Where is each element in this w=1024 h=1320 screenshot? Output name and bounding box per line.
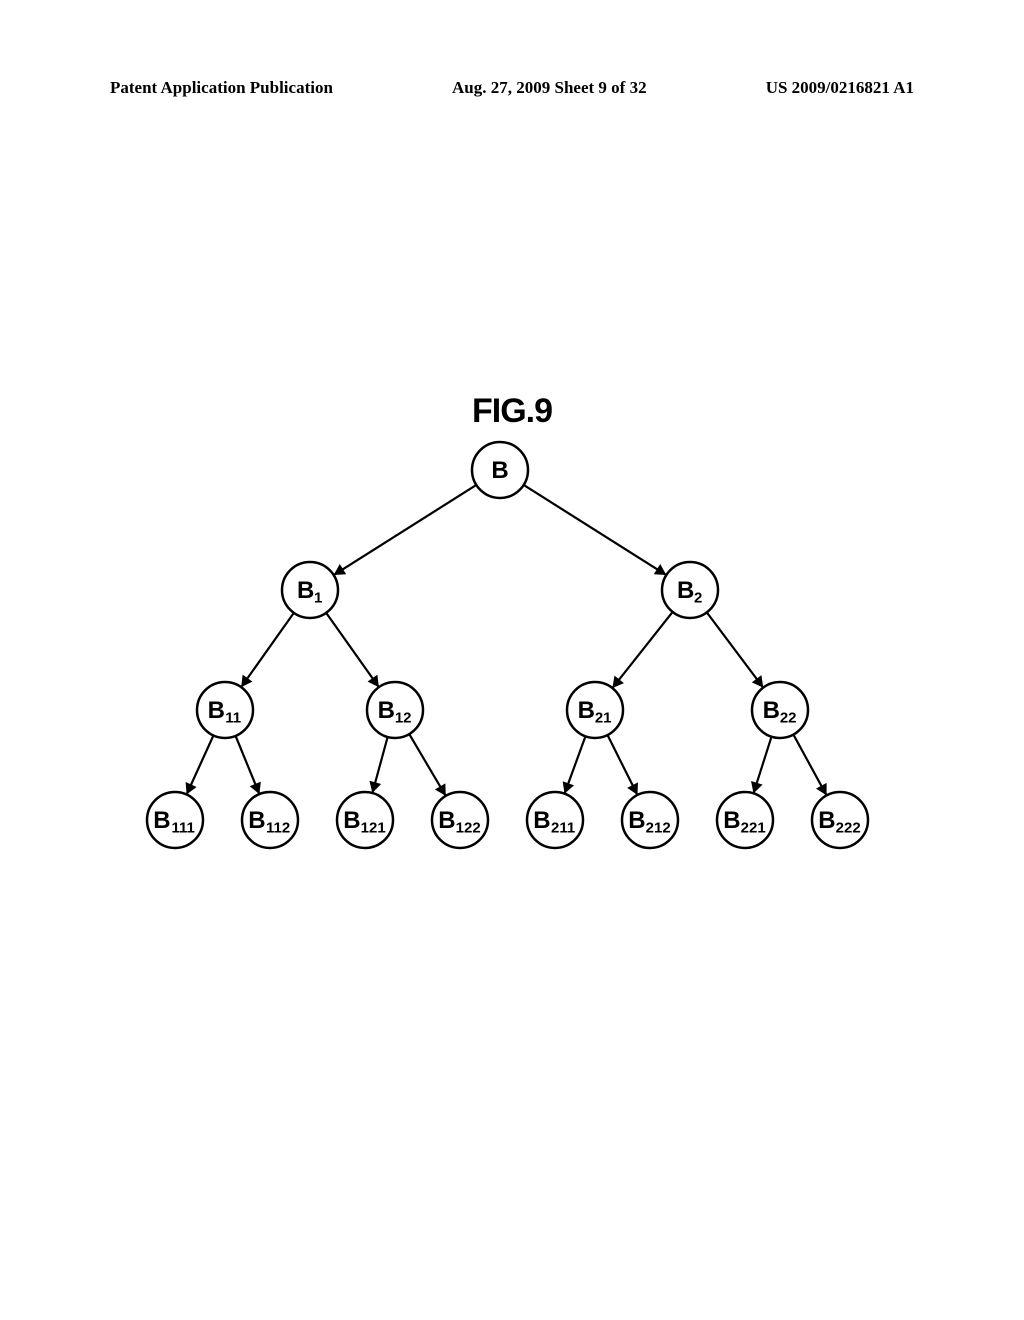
tree-node: B112 — [242, 792, 298, 848]
tree-node: B22 — [752, 682, 808, 738]
tree-edge — [241, 613, 294, 687]
tree-edge — [612, 612, 672, 688]
arrowhead-icon — [751, 781, 763, 793]
tree-node: B222 — [812, 792, 868, 848]
arrowhead-icon — [752, 675, 763, 687]
tree-edge — [707, 612, 763, 687]
tree-node: B1 — [282, 562, 338, 618]
tree-node: B21 — [567, 682, 623, 738]
tree-node: B121 — [337, 792, 393, 848]
arrowhead-icon — [612, 676, 624, 688]
tree-diagram: B B1 B2 B11 B12 B21 B22 B111 B112 B121 B122 B211 B21… — [0, 0, 1024, 1320]
tree-node: B — [472, 442, 528, 498]
tree-node: B12 — [367, 682, 423, 738]
tree-node: B2 — [662, 562, 718, 618]
arrowhead-icon — [368, 675, 379, 687]
tree-node: B111 — [147, 792, 203, 848]
tree-edge — [326, 613, 379, 687]
edges-layer — [186, 485, 827, 796]
tree-node-label: B — [491, 457, 508, 484]
tree-edge — [524, 485, 667, 575]
tree-node: B221 — [717, 792, 773, 848]
arrowhead-icon — [241, 675, 252, 687]
arrowhead-icon — [369, 781, 381, 793]
tree-edge — [334, 485, 477, 575]
tree-node: B122 — [432, 792, 488, 848]
tree-node: B11 — [197, 682, 253, 738]
tree-node: B211 — [527, 792, 583, 848]
tree-node: B212 — [622, 792, 678, 848]
